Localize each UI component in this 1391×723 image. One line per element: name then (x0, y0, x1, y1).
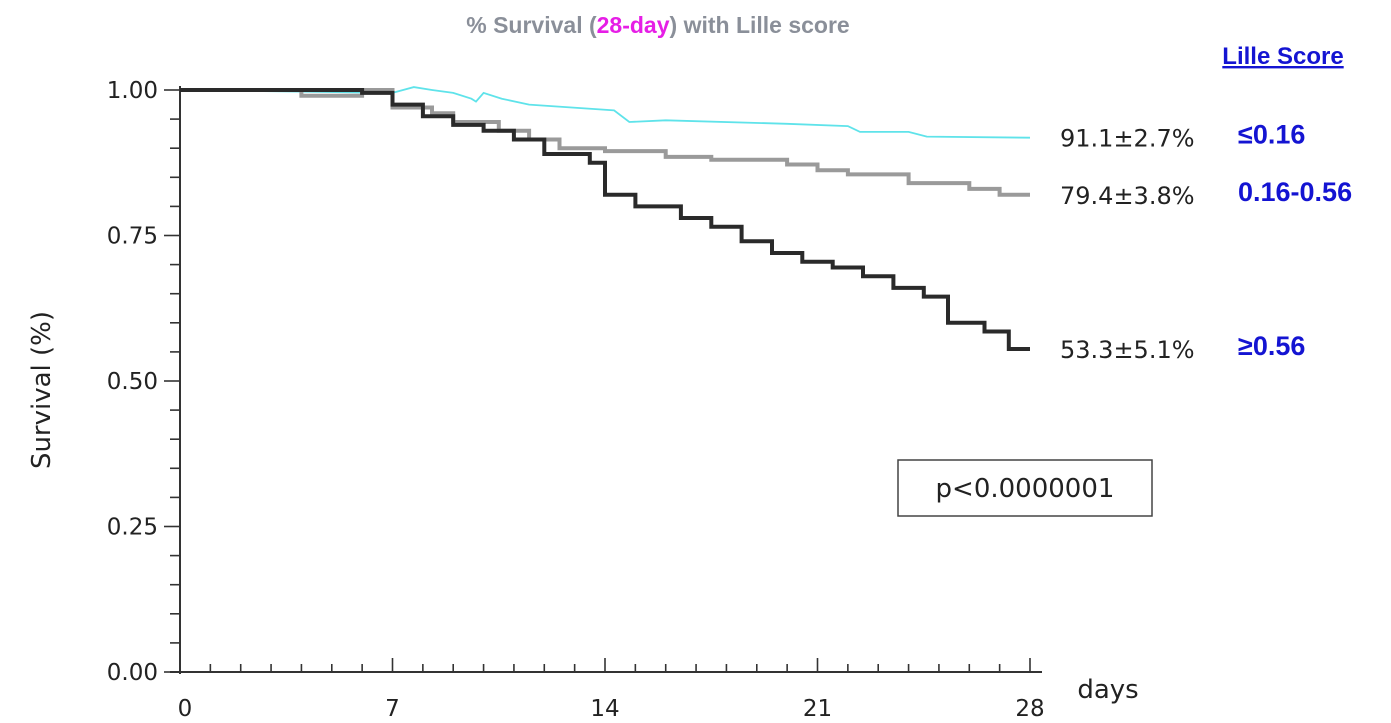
series-group-label: ≤0.16 (1238, 120, 1305, 150)
y-tick-label: 0.00 (107, 660, 158, 686)
chart-title: % Survival (28-day) with Lille score (466, 12, 849, 38)
series-end-label: 53.3±5.1% (1060, 336, 1195, 364)
x-tick-label: 21 (803, 696, 832, 722)
legend-title: Lille Score (1222, 43, 1343, 70)
p-value-text: p<0.0000001 (936, 474, 1115, 504)
series-end-label: 79.4±3.8% (1060, 182, 1195, 210)
p-value-box (897, 459, 1153, 517)
x-tick-label: 7 (385, 696, 400, 722)
series-group-label: ≥0.56 (1238, 331, 1305, 361)
y-tick-label: 0.25 (107, 515, 158, 541)
series-group-label: 0.16-0.56 (1238, 177, 1352, 207)
axes (170, 86, 1042, 674)
title-part-3: ) with Lille score (670, 12, 850, 38)
x-tick-label: 28 (1015, 696, 1044, 722)
y-axis-label: Survival (%) (27, 311, 57, 469)
y-tick-label: 1.00 (107, 78, 158, 104)
title-part-highlight: 28-day (597, 12, 670, 38)
series-line (180, 88, 1030, 351)
y-tick-label: 0.50 (107, 369, 158, 395)
x-tick-label: 0 (178, 696, 193, 722)
title-part-1: % Survival ( (466, 12, 597, 38)
x-axis-label: days (1077, 675, 1138, 705)
series-end-label: 91.1±2.7% (1060, 125, 1195, 153)
x-tick-label: 14 (590, 696, 619, 722)
y-tick-label: 0.75 (107, 224, 158, 250)
series-line (179, 86, 1031, 139)
